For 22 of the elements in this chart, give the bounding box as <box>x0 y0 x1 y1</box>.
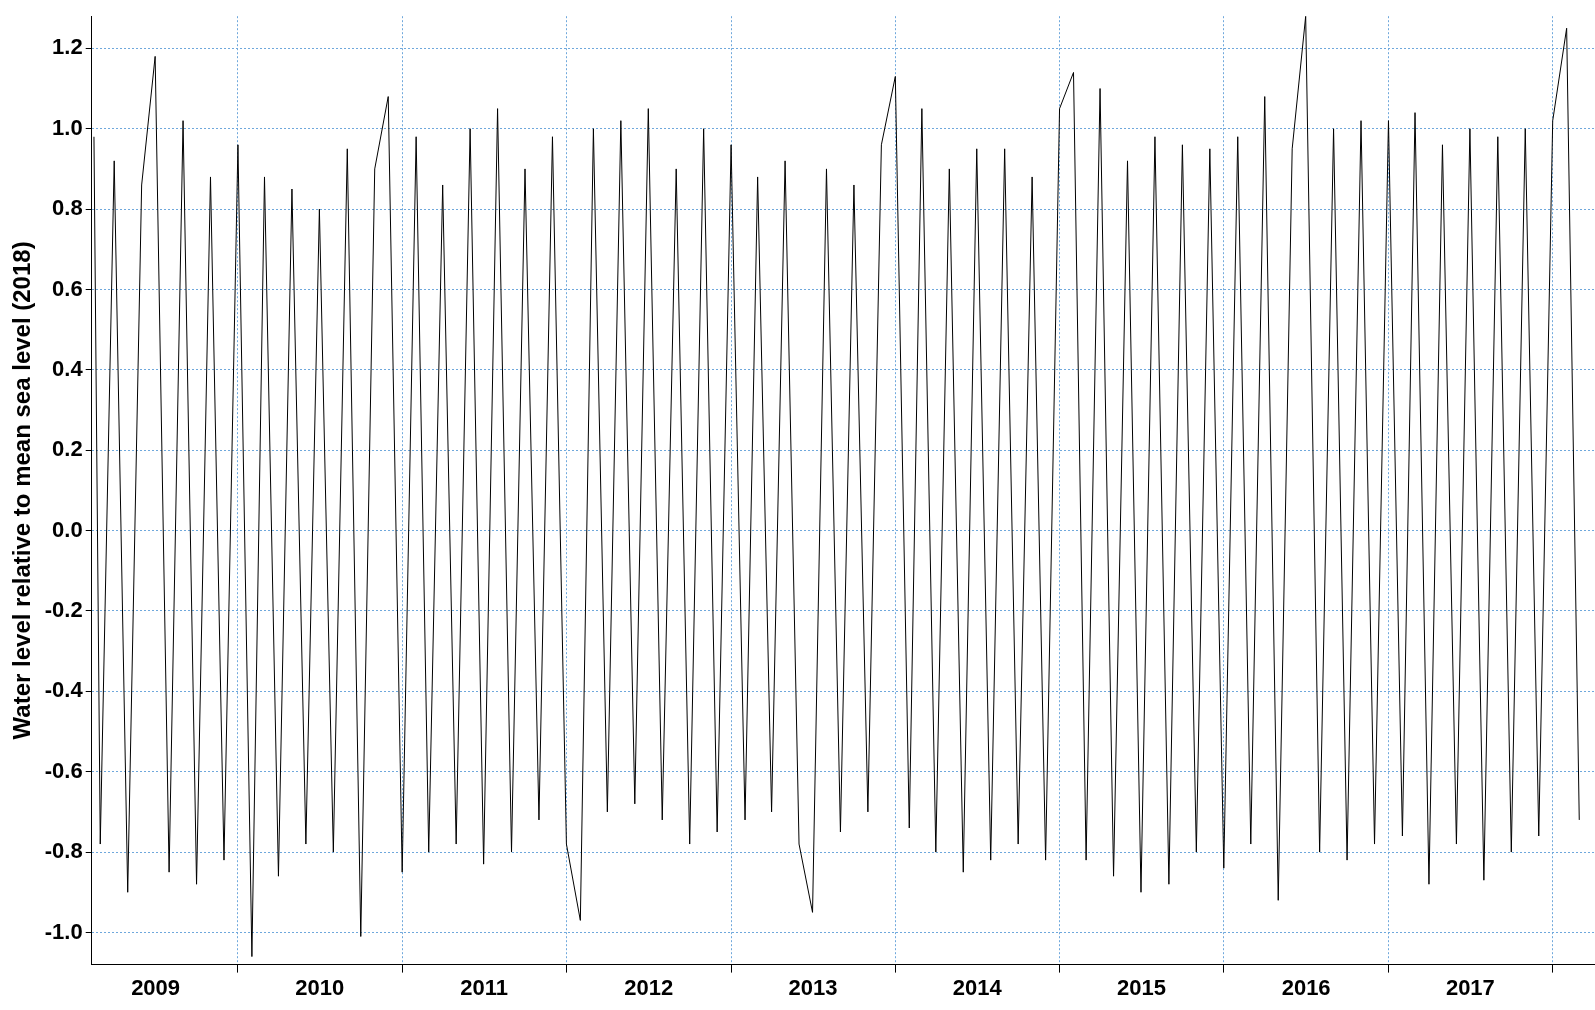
y-tick-label: -0.4 <box>44 677 84 703</box>
x-tick-label: 2011 <box>460 974 508 1000</box>
y-tick-label: 0.8 <box>52 195 83 221</box>
y-tick-label: -0.6 <box>44 757 83 783</box>
y-axis-title: Water level relative to mean sea level (2018) <box>8 241 36 740</box>
y-tick-label: -1.0 <box>44 918 83 944</box>
y-tick-label: -0.8 <box>44 838 83 864</box>
x-tick-label: 2015 <box>1116 974 1166 1000</box>
x-tick-label: 2010 <box>295 974 345 1000</box>
x-tick-label: 2016 <box>1281 974 1331 1000</box>
x-tick-label: 2017 <box>1445 974 1495 1000</box>
x-tick-label: 2012 <box>624 974 674 1000</box>
y-tick-label: 0.0 <box>52 516 83 542</box>
y-tick-label: 1.0 <box>52 114 83 140</box>
y-tick-label: 0.2 <box>52 436 83 462</box>
y-tick-label: 0.6 <box>52 275 83 301</box>
y-tick-label: 1.2 <box>52 34 83 60</box>
y-tick-label: 0.4 <box>52 355 84 381</box>
x-tick-label: 2013 <box>788 974 838 1000</box>
x-tick-label: 2014 <box>952 974 1003 1000</box>
y-tick-label: -0.2 <box>44 597 83 623</box>
x-tick-label: 2009 <box>131 974 181 1000</box>
